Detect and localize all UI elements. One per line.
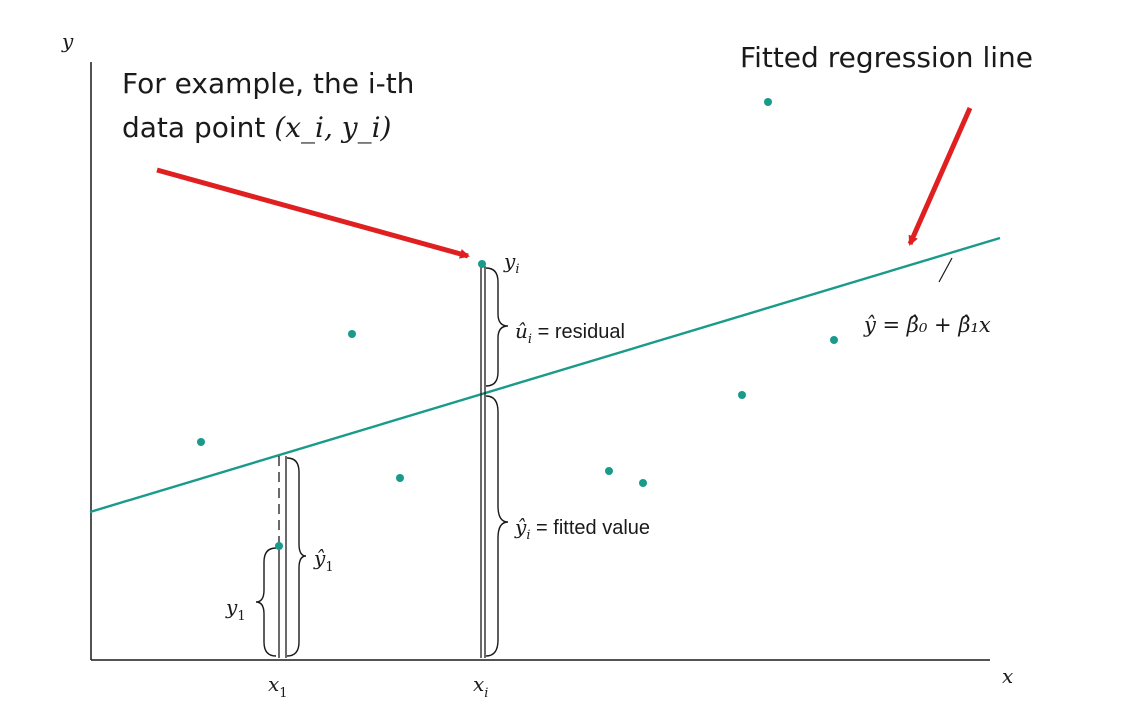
data-point-p6 <box>605 467 613 475</box>
x-axis-label: x <box>1002 664 1013 688</box>
residual-label: ûi = residual <box>515 319 625 347</box>
data-point-p9 <box>764 98 772 106</box>
equation-leader-line <box>938 257 953 283</box>
data-point-p2 <box>275 542 283 550</box>
regression-line <box>89 236 1001 514</box>
y1hat-label: ŷ1 <box>313 546 334 575</box>
data-point-p8 <box>738 391 746 399</box>
y1hat-brace <box>286 457 307 657</box>
residual-brace <box>485 267 509 387</box>
example-arrow <box>156 167 470 259</box>
data-point-p10 <box>830 336 838 344</box>
data-point-p4 <box>396 474 404 482</box>
example-annotation-line2: data point (x_i, y_i) <box>122 110 391 146</box>
example-annotation-math: (x_i, y_i) <box>274 111 392 144</box>
data-point-p7 <box>639 479 647 487</box>
xi-tick-label: xi <box>473 672 488 701</box>
fitted-line-arrow <box>907 106 973 246</box>
data-point-p3 <box>348 330 356 338</box>
y1-label: y1 <box>225 595 246 624</box>
y-axis-label: y <box>61 29 74 53</box>
data-point-pi <box>478 260 486 268</box>
fitted-regression-line-annotation: Fitted regression line <box>740 41 1033 74</box>
fitted-value-label: ŷi = fitted value <box>514 515 650 543</box>
fitted-value-brace <box>485 395 509 657</box>
yi-label: yi <box>503 249 519 277</box>
x1-tick-label: x1 <box>268 672 288 701</box>
y1-brace <box>255 547 277 657</box>
regression-equation: ŷ = β̂₀ + β̂₁x <box>863 313 991 337</box>
example-annotation-line1: For example, the i-th <box>122 67 415 100</box>
example-annotation-text: data point <box>122 111 275 144</box>
data-point-p1 <box>197 438 205 446</box>
data-points <box>197 98 838 550</box>
